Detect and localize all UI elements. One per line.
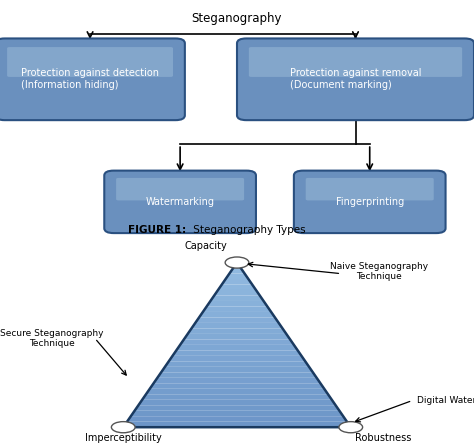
Text: Steganography Types: Steganography Types (190, 226, 305, 235)
Text: Imperceptibility: Imperceptibility (85, 433, 162, 443)
Polygon shape (226, 274, 248, 279)
Circle shape (339, 422, 363, 433)
Circle shape (111, 422, 135, 433)
Polygon shape (214, 290, 260, 295)
Polygon shape (229, 268, 245, 274)
Polygon shape (180, 340, 294, 345)
Polygon shape (233, 263, 241, 268)
Polygon shape (203, 307, 271, 312)
Text: Capacity: Capacity (185, 242, 228, 251)
Polygon shape (184, 334, 290, 340)
Text: FIGURE 1:: FIGURE 1: (128, 226, 186, 235)
Polygon shape (142, 394, 332, 400)
Polygon shape (207, 301, 267, 307)
Circle shape (225, 257, 249, 268)
Polygon shape (150, 383, 324, 389)
Polygon shape (191, 323, 283, 328)
Polygon shape (188, 328, 286, 334)
Polygon shape (210, 295, 264, 301)
Text: Digital Watermarking: Digital Watermarking (417, 396, 474, 405)
FancyBboxPatch shape (116, 178, 244, 200)
FancyBboxPatch shape (104, 170, 256, 233)
Polygon shape (131, 411, 343, 416)
Text: Naive Steganography
Technique: Naive Steganography Technique (330, 262, 428, 281)
Polygon shape (123, 422, 351, 427)
Polygon shape (199, 312, 275, 317)
FancyBboxPatch shape (294, 170, 446, 233)
Polygon shape (138, 400, 336, 405)
FancyBboxPatch shape (237, 38, 474, 120)
Polygon shape (169, 356, 305, 361)
Polygon shape (195, 317, 279, 323)
Text: Protection against detection
(Information hiding): Protection against detection (Informatio… (21, 68, 159, 90)
Polygon shape (176, 345, 298, 350)
Polygon shape (173, 350, 301, 356)
Text: Robustness: Robustness (356, 433, 412, 443)
FancyBboxPatch shape (0, 38, 185, 120)
Polygon shape (127, 416, 347, 422)
Polygon shape (135, 405, 339, 411)
Polygon shape (157, 372, 317, 378)
Text: Steganography: Steganography (192, 12, 282, 25)
FancyBboxPatch shape (7, 47, 173, 77)
Text: Fingerprinting: Fingerprinting (336, 197, 404, 207)
Text: Secure Steganography
Technique: Secure Steganography Technique (0, 328, 104, 348)
FancyBboxPatch shape (249, 47, 462, 77)
Text: Watermarking: Watermarking (146, 197, 215, 207)
FancyBboxPatch shape (306, 178, 434, 200)
Polygon shape (165, 361, 309, 367)
Polygon shape (146, 389, 328, 394)
Polygon shape (154, 378, 320, 383)
Polygon shape (218, 284, 256, 290)
Polygon shape (161, 367, 313, 372)
Polygon shape (222, 279, 252, 284)
Text: Protection against removal
(Document marking): Protection against removal (Document mar… (290, 68, 421, 90)
